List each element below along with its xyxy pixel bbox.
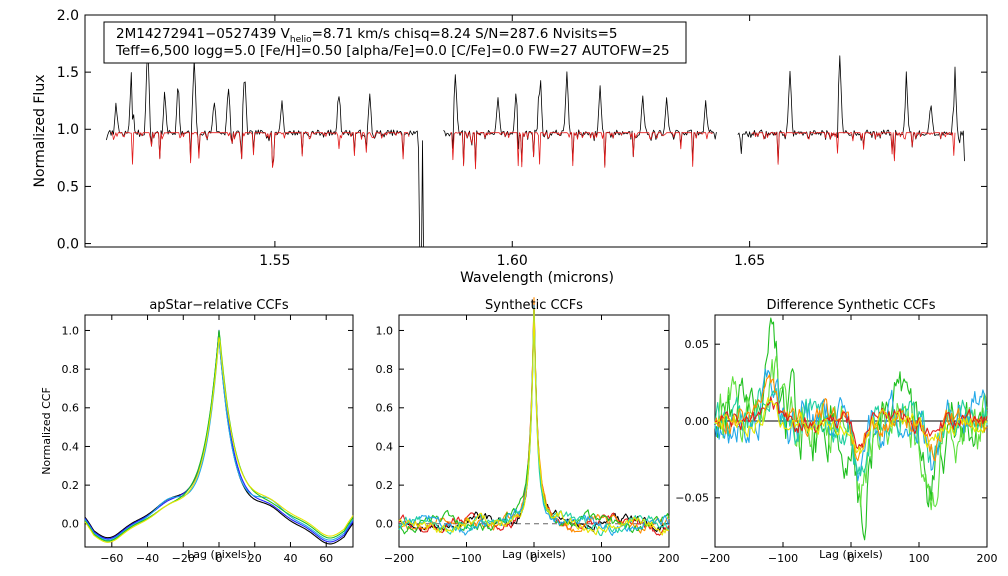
spectrum-annotation-line2: Teff=6,500 logg=5.0 [Fe/H]=0.50 [alpha/F… xyxy=(115,43,670,59)
y-tick-label: 1.0 xyxy=(376,324,394,337)
difference-ccf-panel: −200 −100 0 100 200 −0.05 0.00 0.05 Difference … xyxy=(675,298,997,565)
x-tick-label: 0 xyxy=(531,552,538,565)
x-tick-label: −20 xyxy=(172,552,195,565)
spectrum-annotation-line1: 2M14272941−0527439 Vhelio=8.71 km/s chis… xyxy=(116,26,618,45)
x-tick-label: 0 xyxy=(848,552,855,565)
y-tick-label: 0.5 xyxy=(57,179,79,195)
y-tick-label: 0.8 xyxy=(62,363,80,376)
synthetic-ccf-ticks: −200 −100 0 100 200 0.0 0.2 0.4 0.6 0.8 1.0 xyxy=(376,315,680,565)
synthetic-ccf-line-visit-teal xyxy=(398,314,670,537)
apstar-ccf-line-visit-yellow xyxy=(84,337,354,543)
synthetic-ccf-panel: −200 −100 0 100 200 0.0 0.2 0.4 0.6 0.8 1.0 Synthe… xyxy=(376,297,680,565)
y-tick-label: 0.2 xyxy=(62,479,80,492)
x-tick-label: 60 xyxy=(319,552,333,565)
y-tick-label: 0.0 xyxy=(376,518,394,531)
x-tick-label: 40 xyxy=(283,552,297,565)
difference-ccf-line-diff-lime xyxy=(714,355,988,511)
x-tick-label: −200 xyxy=(384,552,414,565)
apstar-ccf-title: apStar−relative CCFs xyxy=(149,298,289,313)
spectrum-xlabel: Wavelength (microns) xyxy=(460,270,614,286)
x-tick-label: 200 xyxy=(977,552,998,565)
annotation-line1-post: =8.71 km/s chisq=8.24 S/N=287.6 Nvisits=… xyxy=(312,26,618,42)
apstar-ccf-ylabel: Normalized CCF xyxy=(40,387,53,475)
y-tick-label: 0.6 xyxy=(376,402,394,415)
y-tick-label: 0.8 xyxy=(376,363,394,376)
synthetic-ccf-frame xyxy=(398,314,670,548)
apstar-ccf-line-visit-black xyxy=(84,330,354,545)
x-tick-label: −60 xyxy=(100,552,123,565)
y-tick-label: 1.0 xyxy=(62,324,80,337)
apstar-ccf-ticks: −60 −40 −20 0 20 40 60 0.0 0.2 0.4 0.6 0.8 1.0 xyxy=(62,315,353,565)
x-tick-label: 100 xyxy=(591,552,612,565)
synthetic-ccf-line-visit-cyan xyxy=(398,304,670,536)
y-tick-label: 0.2 xyxy=(376,479,394,492)
x-tick-label: −100 xyxy=(768,552,798,565)
observed-spectrum-segment xyxy=(443,71,717,166)
x-tick-label: 100 xyxy=(909,552,930,565)
synthetic-ccf-line-visit-green xyxy=(398,306,670,535)
y-tick-label: 0.6 xyxy=(62,402,80,415)
synthetic-ccf-series xyxy=(398,297,670,537)
observed-spectrum-segment xyxy=(737,55,965,163)
difference-ccf-line-diff-red xyxy=(714,396,988,450)
synthetic-ccf-title: Synthetic CCFs xyxy=(485,298,583,313)
y-tick-label: 0.0 xyxy=(62,518,80,531)
apstar-ccf-frame xyxy=(84,314,354,548)
observed-spectrum-segment xyxy=(106,47,424,248)
difference-ccf-title: Difference Synthetic CCFs xyxy=(766,298,935,313)
apstar-ccf-line-visit-cyan xyxy=(84,336,354,541)
model-spectrum-segment xyxy=(751,132,956,165)
x-tick-label: −40 xyxy=(136,552,159,565)
spectrum-ticks: 1.55 1.60 1.65 0.0 0.5 1.0 1.5 2.0 xyxy=(57,8,987,269)
x-tick-label: 200 xyxy=(659,552,680,565)
annotation-line1-pre: 2M14272941−0527439 V xyxy=(116,26,291,42)
apstar-ccf-line-visit-blue xyxy=(84,329,354,543)
y-tick-label: −0.05 xyxy=(675,492,709,505)
difference-ccf-line-diff-yellow xyxy=(714,397,988,454)
spectrum-annotation-box xyxy=(103,21,687,64)
apstar-ccf-xlabel: Lag (pixels) xyxy=(187,548,251,561)
model-spectrum-segment xyxy=(111,132,410,168)
spectrum-panel: 1.55 1.60 1.65 0.0 0.5 1.0 1.5 2.0 Wavelength (… xyxy=(32,8,988,286)
difference-ccf-xlabel: Lag (pixels) xyxy=(819,548,883,561)
y-tick-label: 1.5 xyxy=(57,65,79,81)
y-tick-label: 0.0 xyxy=(57,236,79,252)
spectrum-ylabel: Normalized Flux xyxy=(32,75,48,188)
difference-ccf-ticks: −200 −100 0 100 200 −0.05 0.00 0.05 xyxy=(675,315,998,565)
x-tick-label: 1.55 xyxy=(259,253,290,269)
spectrum-series xyxy=(106,47,965,248)
synthetic-ccf-line-visit-black xyxy=(398,307,670,533)
y-tick-label: 0.4 xyxy=(62,440,80,453)
x-tick-label: 20 xyxy=(248,552,262,565)
spectrum-frame xyxy=(84,14,988,248)
y-tick-label: 2.0 xyxy=(57,8,79,24)
y-tick-label: 0.05 xyxy=(685,338,710,351)
x-tick-label: −200 xyxy=(700,552,730,565)
y-tick-label: 0.00 xyxy=(685,415,710,428)
apstar-ccf-line-visit-green xyxy=(84,330,354,542)
synthetic-ccf-line-visit-yellow xyxy=(398,308,670,536)
synthetic-ccf-xlabel: Lag (pixels) xyxy=(502,548,566,561)
x-tick-label: 0 xyxy=(216,552,223,565)
apstar-ccf-panel: −60 −40 −20 0 20 40 60 0.0 0.2 0.4 0.6 0.8 1.0 apSta… xyxy=(40,298,354,565)
difference-ccf-series xyxy=(714,317,988,541)
annotation-line1-sub: helio xyxy=(290,35,312,45)
y-tick-label: 0.4 xyxy=(376,440,394,453)
y-tick-label: 1.0 xyxy=(57,122,79,138)
x-tick-label: −100 xyxy=(451,552,481,565)
x-tick-label: 1.65 xyxy=(734,253,765,269)
apstar-ccf-series xyxy=(84,329,354,545)
x-tick-label: 1.60 xyxy=(497,253,528,269)
model-spectrum-segment xyxy=(450,132,714,170)
